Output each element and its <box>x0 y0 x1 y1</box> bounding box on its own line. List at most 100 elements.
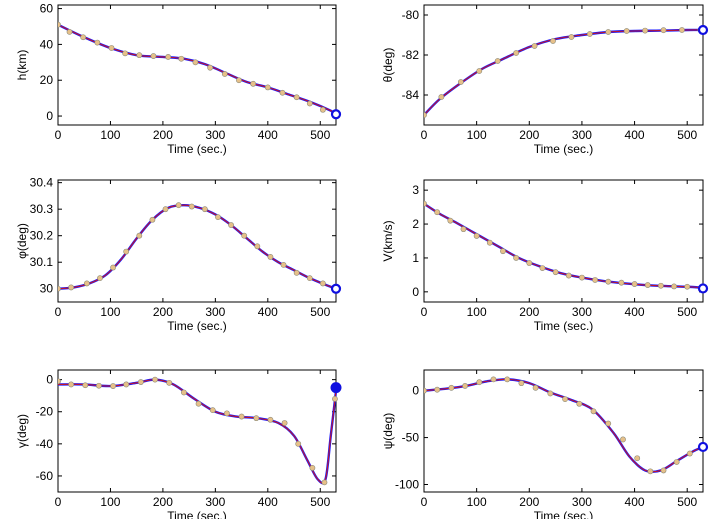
terminal-point <box>697 283 709 294</box>
x-axis-label: Time (sec.) <box>534 509 594 519</box>
y-axis-label: φ(deg) <box>15 223 29 259</box>
data-point <box>209 407 216 414</box>
data-point <box>281 420 288 426</box>
terminal-point <box>330 382 342 394</box>
data-point <box>562 396 568 402</box>
y-tick-label: 30.2 <box>30 229 54 243</box>
terminal-point <box>697 24 709 36</box>
data-point <box>424 387 427 394</box>
data-point <box>586 31 593 37</box>
x-tick-label: 0 <box>421 305 428 319</box>
x-tick-label: 400 <box>625 495 645 509</box>
data-point <box>547 390 554 397</box>
y-tick-label: 0 <box>412 285 419 299</box>
data-point <box>590 408 597 415</box>
y-tick-label: 20 <box>40 73 54 87</box>
x-tick-label: 100 <box>100 128 120 142</box>
data-point <box>424 112 427 118</box>
data-point <box>68 381 75 388</box>
y-tick-label: -82 <box>402 48 420 62</box>
data-point <box>486 239 493 246</box>
data-point <box>241 232 248 239</box>
data-point <box>207 64 214 71</box>
data-point <box>122 50 129 57</box>
data-point <box>123 381 130 388</box>
data-point <box>605 29 612 35</box>
data-point <box>518 380 525 387</box>
data-point <box>149 216 156 223</box>
y-axis-label: h(km) <box>15 50 29 81</box>
x-tick-label: 500 <box>310 305 330 319</box>
data-point <box>513 255 520 261</box>
axes-frame <box>423 369 704 493</box>
data-point <box>267 254 274 260</box>
data-point <box>221 71 228 77</box>
terminal-point <box>330 109 342 120</box>
x-axis-label: Time (sec.) <box>167 142 227 156</box>
data-point <box>188 203 195 210</box>
data-point <box>58 378 61 385</box>
x-tick-label: 500 <box>677 305 697 319</box>
x-tick-label: 300 <box>572 128 592 142</box>
y-tick-label: 60 <box>40 2 54 16</box>
y-axis-label: γ(deg) <box>15 414 29 448</box>
data-point <box>136 52 143 59</box>
y-tick-label: -60 <box>36 469 54 483</box>
y-tick-label: 0 <box>46 373 53 387</box>
x-tick-label: 400 <box>625 128 645 142</box>
data-point <box>293 94 300 101</box>
x-tick-label: 200 <box>153 128 173 142</box>
data-point <box>634 455 641 462</box>
data-point <box>96 382 102 389</box>
x-tick-label: 200 <box>153 305 173 319</box>
data-point <box>238 413 245 420</box>
data-point <box>647 468 654 475</box>
x-tick-label: 500 <box>310 495 330 509</box>
data-point <box>279 89 286 96</box>
data-point <box>565 272 572 279</box>
data-point <box>97 275 103 282</box>
data-point <box>500 248 506 255</box>
x-tick-label: 400 <box>625 305 645 319</box>
data-point <box>605 420 612 427</box>
plot-psi: 0 100 200 300 400 500 -100 -50 0 Time (sec.) ψ(deg… <box>381 369 709 519</box>
x-tick-label: 300 <box>205 495 225 509</box>
data-point <box>644 282 651 288</box>
data-point <box>434 386 441 393</box>
x-tick-label: 0 <box>55 495 62 509</box>
data-point <box>550 38 556 44</box>
y-tick-label: 2 <box>412 217 419 231</box>
data-point <box>473 233 480 239</box>
data-point <box>166 379 173 386</box>
y-tick-label: 30.4 <box>30 176 54 190</box>
data-point <box>618 279 625 286</box>
data-point <box>178 55 185 62</box>
data-point <box>579 274 585 281</box>
data-point <box>180 389 187 396</box>
series-line-red <box>58 379 337 484</box>
x-tick-label: 300 <box>205 305 225 319</box>
x-tick-label: 400 <box>258 495 278 509</box>
y-tick-label: -40 <box>36 437 54 451</box>
data-point <box>162 206 169 213</box>
y-tick-label: -80 <box>402 8 420 22</box>
data-point <box>192 59 199 66</box>
y-tick-label: 3 <box>412 183 419 197</box>
plot-velocity: 0 100 200 300 400 500 0 1 2 3 Time (sec.) V(km/s) <box>381 179 709 333</box>
data-point <box>539 265 546 272</box>
data-point <box>476 379 483 386</box>
data-point <box>236 77 242 84</box>
y-axis-label: V(km/s) <box>381 220 395 261</box>
data-point <box>568 34 575 40</box>
plot-gamma: 0 100 200 300 400 500 -60 -40 -20 0 Time (sec.) γ(d… <box>15 369 342 519</box>
y-tick-label: 30.3 <box>30 202 54 216</box>
x-tick-label: 500 <box>677 495 697 509</box>
axes-frame <box>57 179 337 303</box>
terminal-point <box>697 441 709 453</box>
x-axis-label: Time (sec.) <box>167 319 227 333</box>
data-point <box>504 376 511 383</box>
x-tick-label: 200 <box>519 128 539 142</box>
y-tick-label: -84 <box>402 88 420 102</box>
x-tick-label: 0 <box>421 128 428 142</box>
